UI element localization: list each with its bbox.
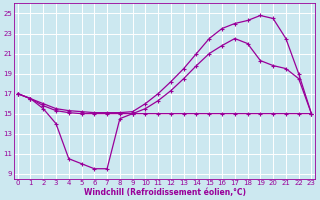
X-axis label: Windchill (Refroidissement éolien,°C): Windchill (Refroidissement éolien,°C) xyxy=(84,188,245,197)
